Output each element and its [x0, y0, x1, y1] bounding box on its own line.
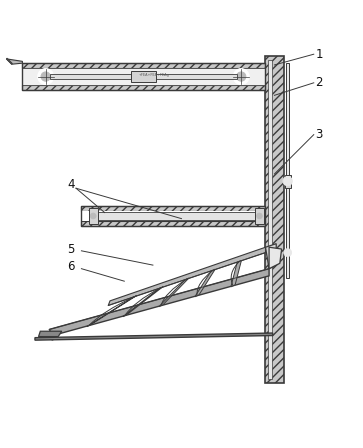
- Circle shape: [257, 213, 262, 219]
- Polygon shape: [42, 336, 54, 340]
- Polygon shape: [108, 247, 265, 306]
- Bar: [131, 71, 156, 82]
- Bar: [23, 85, 265, 90]
- Polygon shape: [195, 269, 215, 297]
- Polygon shape: [159, 278, 189, 307]
- Polygon shape: [265, 244, 276, 269]
- Polygon shape: [35, 333, 273, 340]
- Bar: [81, 206, 265, 211]
- Bar: [89, 208, 98, 224]
- Bar: [255, 208, 264, 224]
- Polygon shape: [123, 287, 163, 317]
- Text: 3: 3: [315, 128, 323, 141]
- Circle shape: [233, 69, 249, 84]
- Bar: [268, 60, 272, 379]
- Polygon shape: [231, 260, 241, 287]
- Circle shape: [283, 177, 292, 186]
- Polygon shape: [6, 58, 12, 64]
- Text: 6: 6: [67, 260, 75, 273]
- Circle shape: [41, 72, 50, 81]
- Bar: [81, 221, 265, 226]
- Circle shape: [38, 69, 53, 84]
- Circle shape: [90, 213, 96, 219]
- Polygon shape: [6, 59, 23, 64]
- Text: 1: 1: [315, 48, 323, 61]
- Bar: [96, 212, 258, 220]
- Bar: [23, 68, 265, 85]
- Text: 4: 4: [67, 178, 75, 191]
- Bar: [50, 73, 237, 79]
- Bar: [285, 175, 290, 188]
- Polygon shape: [87, 296, 136, 327]
- Circle shape: [284, 249, 291, 257]
- Circle shape: [237, 72, 246, 81]
- Text: +FEA+FEA+FEAg: +FEA+FEA+FEAg: [139, 73, 170, 78]
- Bar: [286, 63, 289, 278]
- Polygon shape: [269, 247, 282, 269]
- Bar: [23, 63, 265, 68]
- Bar: [81, 206, 265, 226]
- Bar: [81, 211, 265, 221]
- Polygon shape: [49, 269, 269, 336]
- Bar: [265, 56, 284, 383]
- Bar: [23, 63, 265, 90]
- Text: 5: 5: [67, 242, 74, 255]
- Text: 2: 2: [315, 76, 323, 89]
- Polygon shape: [38, 331, 62, 336]
